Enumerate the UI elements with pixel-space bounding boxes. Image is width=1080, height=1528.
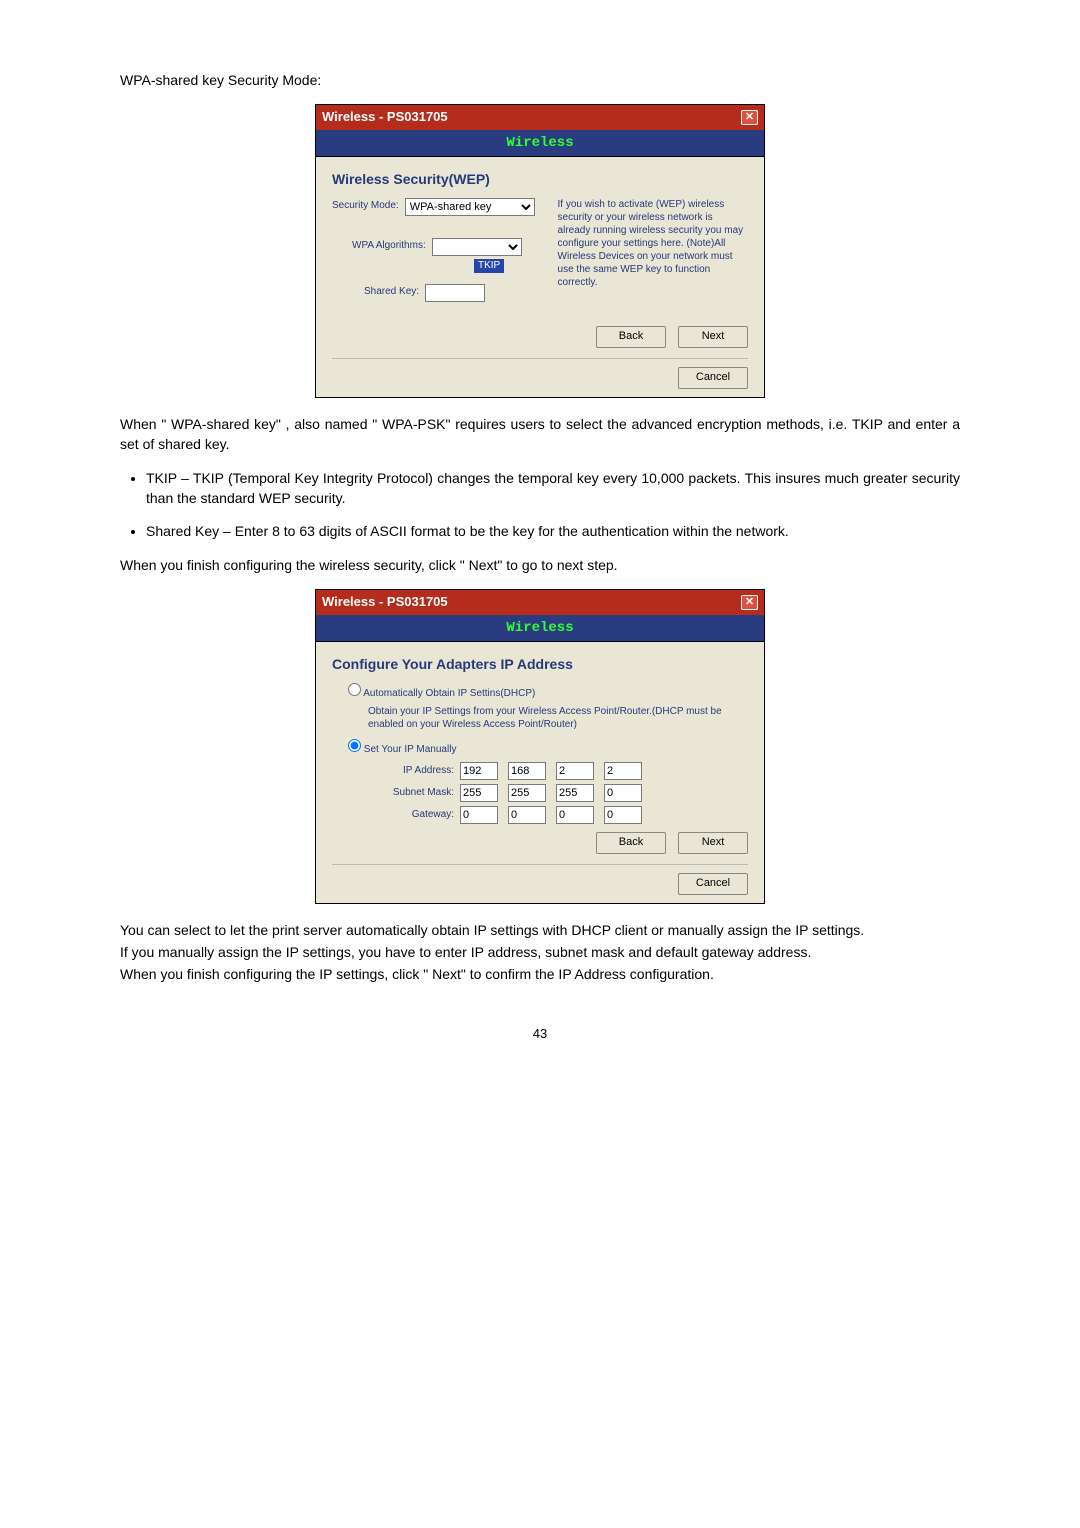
close-icon[interactable]: ✕ bbox=[741, 595, 758, 610]
ip-d-input[interactable] bbox=[604, 762, 642, 780]
mask-label: Subnet Mask: bbox=[378, 786, 454, 801]
ip-label: IP Address: bbox=[378, 764, 454, 779]
security-mode-label: Security Mode: bbox=[332, 199, 399, 214]
help-text: If you wish to activate (WEP) wireless s… bbox=[558, 198, 748, 318]
ip-a-input[interactable] bbox=[460, 762, 498, 780]
security-mode-select[interactable]: WPA-shared key bbox=[405, 198, 535, 216]
auto-hint: Obtain your IP Settings from your Wirele… bbox=[368, 705, 748, 731]
cancel-button[interactable]: Cancel bbox=[678, 873, 748, 895]
dialog-titlebar: Wireless - PS031705 ✕ bbox=[316, 590, 764, 615]
radio-auto-label: Automatically Obtain IP Settins(DHCP) bbox=[363, 688, 535, 699]
mask-d-input[interactable] bbox=[604, 784, 642, 802]
bullet-list: TKIP – TKIP (Temporal Key Integrity Prot… bbox=[120, 468, 960, 541]
wpa-alg-select[interactable] bbox=[432, 238, 522, 256]
security-mode-row: Security Mode: WPA-shared key bbox=[332, 198, 542, 216]
list-item: Shared Key – Enter 8 to 63 digits of ASC… bbox=[146, 521, 960, 541]
dialog-body: Configure Your Adapters IP Address Autom… bbox=[316, 642, 764, 902]
radio-manual-row[interactable]: Set Your IP Manually bbox=[348, 739, 748, 758]
section-heading: Wireless Security(WEP) bbox=[332, 169, 748, 189]
back-button[interactable]: Back bbox=[596, 326, 666, 348]
dialog-banner: Wireless bbox=[316, 130, 764, 157]
gw-b-input[interactable] bbox=[508, 806, 546, 824]
radio-auto[interactable] bbox=[348, 683, 361, 696]
gw-label: Gateway: bbox=[378, 808, 454, 823]
ip-address-row: IP Address: bbox=[378, 762, 748, 780]
dialog-body: Wireless Security(WEP) Security Mode: WP… bbox=[316, 157, 764, 396]
next-button[interactable]: Next bbox=[678, 326, 748, 348]
gw-d-input[interactable] bbox=[604, 806, 642, 824]
radio-auto-row[interactable]: Automatically Obtain IP Settins(DHCP) bbox=[348, 683, 748, 702]
section-heading: Configure Your Adapters IP Address bbox=[332, 654, 748, 674]
gw-c-input[interactable] bbox=[556, 806, 594, 824]
cancel-button[interactable]: Cancel bbox=[678, 367, 748, 389]
radio-manual[interactable] bbox=[348, 739, 361, 752]
wireless-security-dialog: Wireless - PS031705 ✕ Wireless Wireless … bbox=[315, 104, 765, 397]
list-item: TKIP – TKIP (Temporal Key Integrity Prot… bbox=[146, 468, 960, 509]
radio-manual-label: Set Your IP Manually bbox=[364, 744, 457, 755]
wpa-alg-row: WPA Algorithms: bbox=[332, 238, 542, 256]
paragraph-before-dialog2: When you finish configuring the wireless… bbox=[120, 555, 960, 575]
tail-para-1: You can select to let the print server a… bbox=[120, 920, 960, 940]
tkip-badge: TKIP bbox=[474, 259, 504, 274]
shared-key-input[interactable] bbox=[425, 284, 485, 302]
close-icon[interactable]: ✕ bbox=[741, 110, 758, 125]
back-button[interactable]: Back bbox=[596, 832, 666, 854]
intro-line: WPA-shared key Security Mode: bbox=[120, 70, 960, 90]
ip-address-dialog: Wireless - PS031705 ✕ Wireless Configure… bbox=[315, 589, 765, 903]
paragraph-after-dialog1: When " WPA-shared key" , also named " WP… bbox=[120, 414, 960, 455]
subnet-mask-row: Subnet Mask: bbox=[378, 784, 748, 802]
mask-b-input[interactable] bbox=[508, 784, 546, 802]
tail-para-2: If you manually assign the IP settings, … bbox=[120, 942, 960, 962]
wpa-alg-label: WPA Algorithms: bbox=[352, 239, 426, 254]
ip-c-input[interactable] bbox=[556, 762, 594, 780]
dialog-titlebar: Wireless - PS031705 ✕ bbox=[316, 105, 764, 130]
next-button[interactable]: Next bbox=[678, 832, 748, 854]
dialog-title: Wireless - PS031705 bbox=[322, 108, 448, 127]
dialog-banner: Wireless bbox=[316, 615, 764, 642]
shared-key-label: Shared Key: bbox=[364, 285, 419, 300]
tail-para-3: When you finish configuring the IP setti… bbox=[120, 964, 960, 984]
ip-b-input[interactable] bbox=[508, 762, 546, 780]
mask-c-input[interactable] bbox=[556, 784, 594, 802]
page-number: 43 bbox=[120, 1025, 960, 1044]
dialog-title: Wireless - PS031705 bbox=[322, 593, 448, 612]
shared-key-row: Shared Key: bbox=[332, 284, 542, 302]
mask-a-input[interactable] bbox=[460, 784, 498, 802]
gateway-row: Gateway: bbox=[378, 806, 748, 824]
gw-a-input[interactable] bbox=[460, 806, 498, 824]
